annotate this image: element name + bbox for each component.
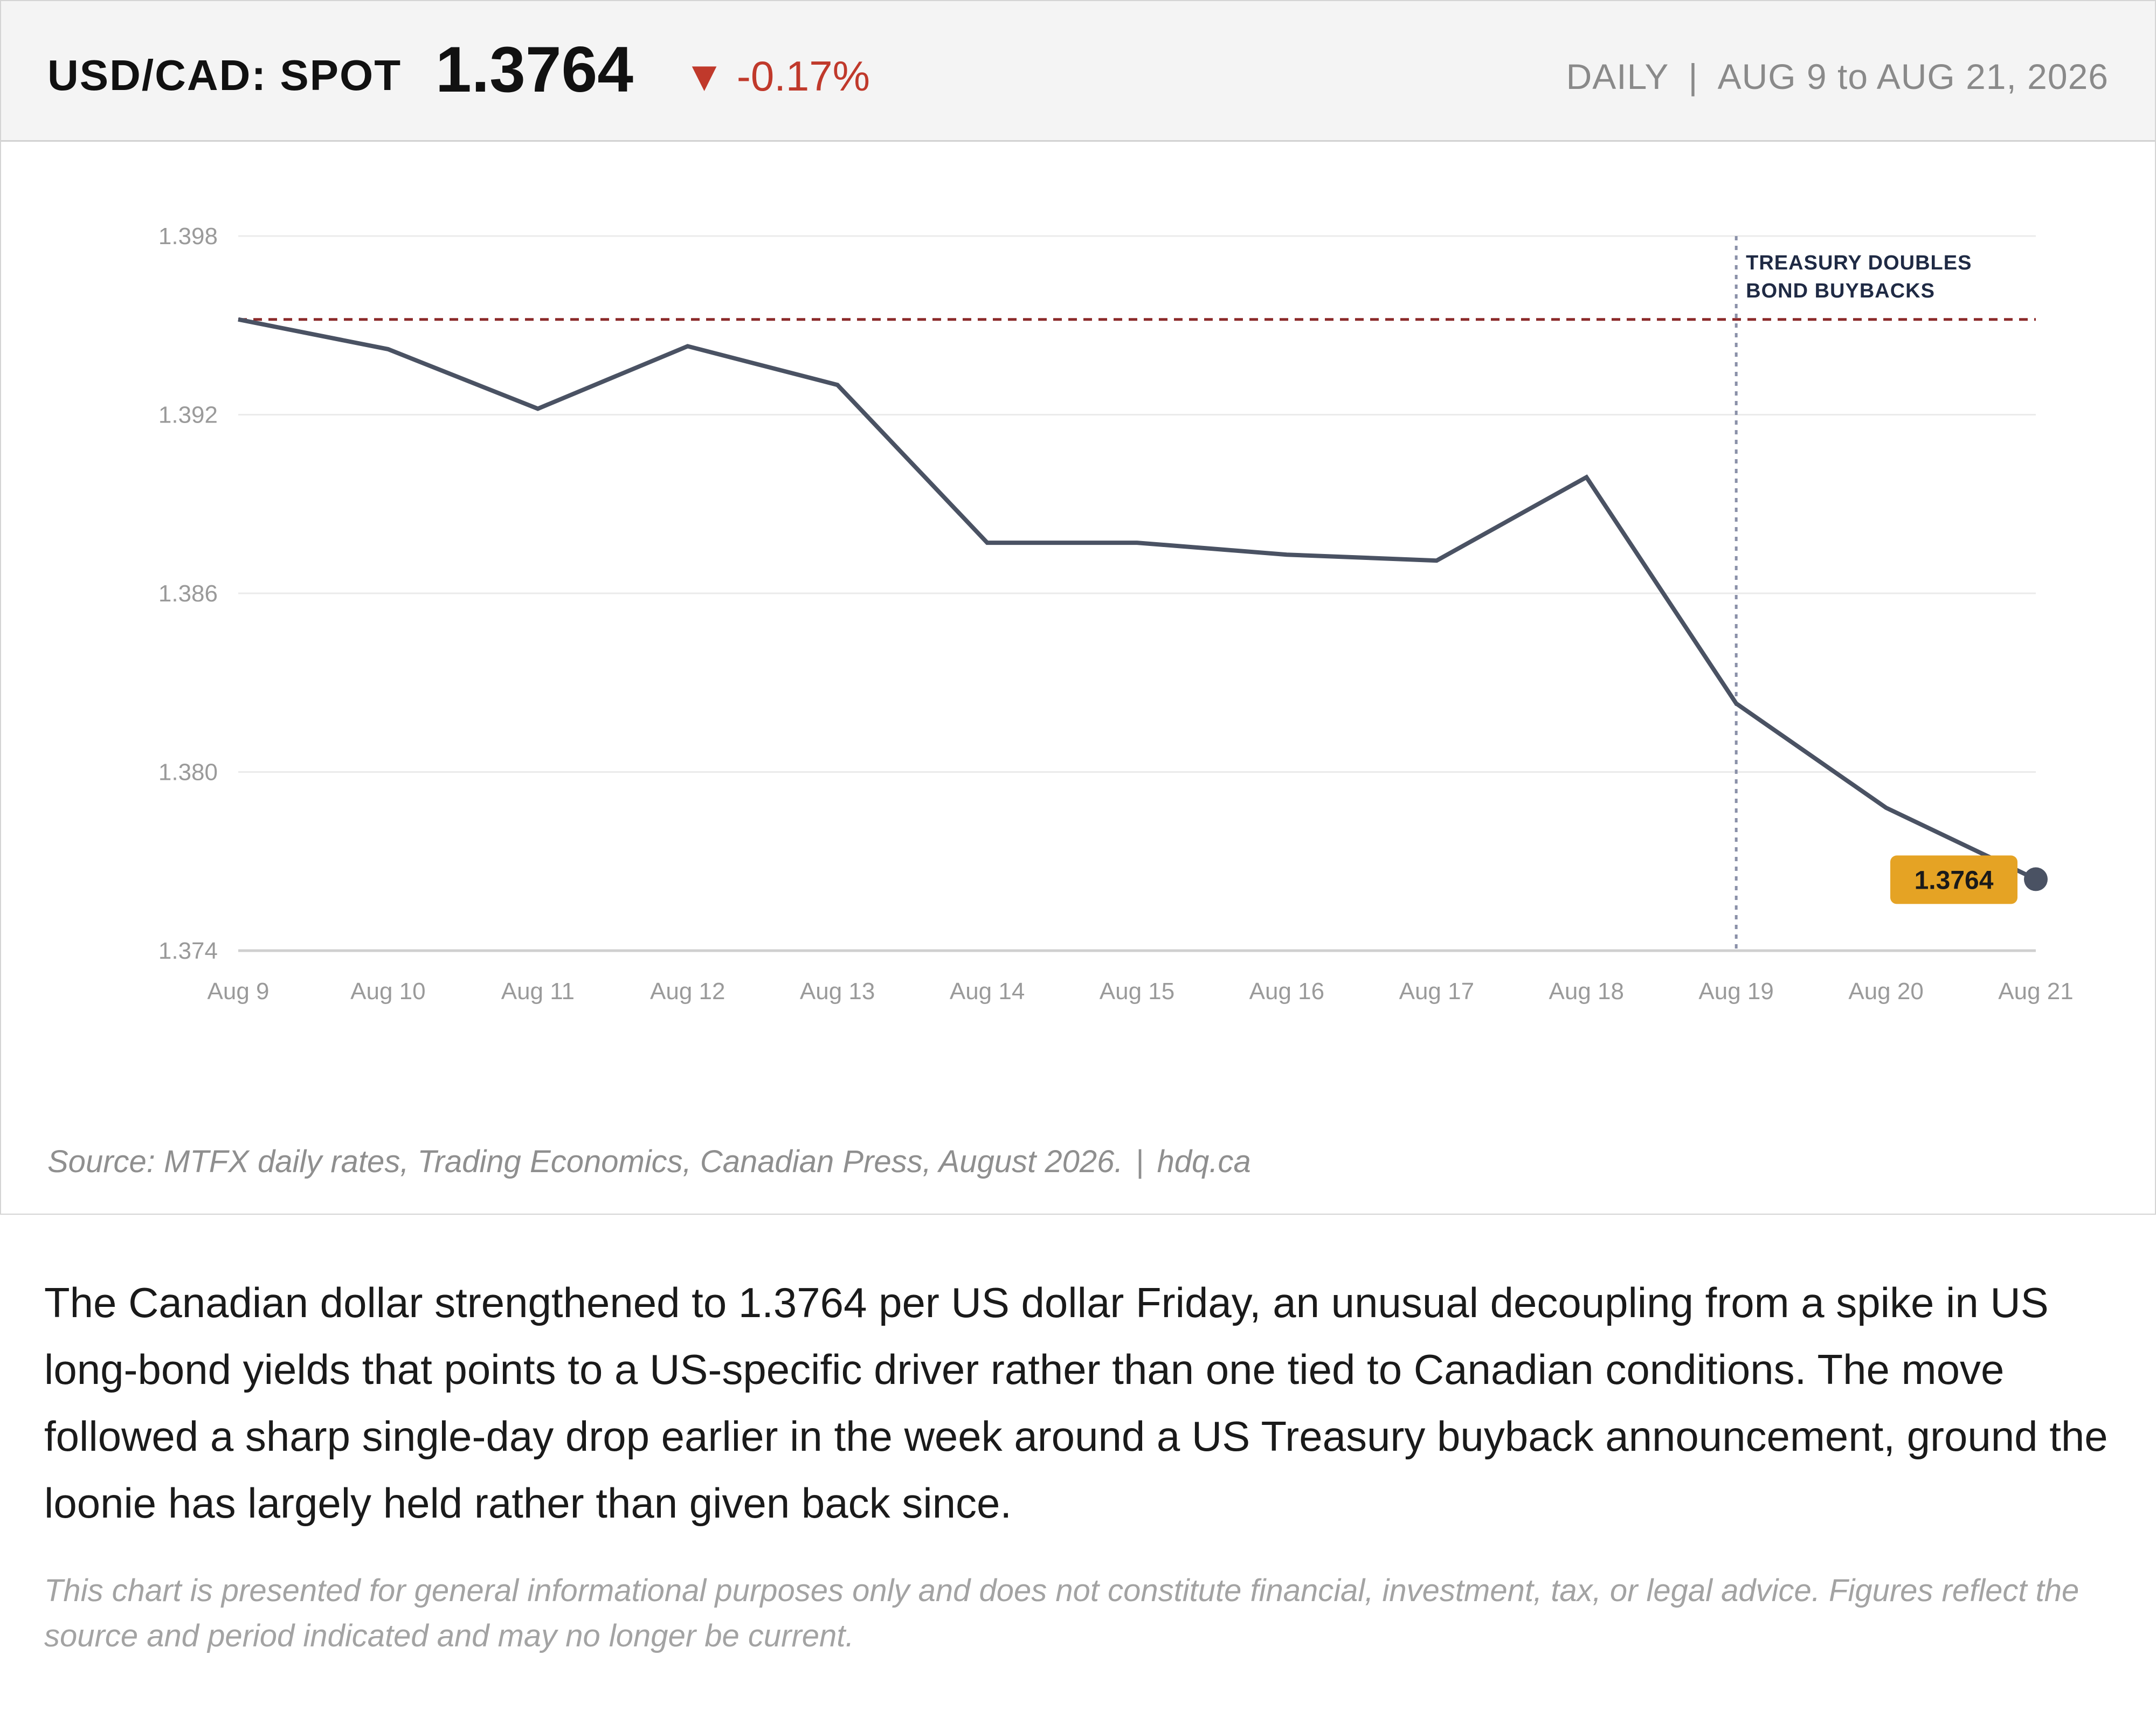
x-tick-label: Aug 18 <box>1549 978 1624 1005</box>
last-value-badge: 1.3764 <box>1890 855 2017 904</box>
grid-lines <box>238 235 2036 952</box>
last-point <box>2024 867 2048 891</box>
x-tick-label: Aug 17 <box>1399 978 1474 1005</box>
last-value-label: 1.3764 <box>1915 866 1994 895</box>
article-paragraph: The Canadian dollar strengthened to 1.37… <box>44 1279 2108 1527</box>
y-axis-ticks: 1.398 1.392 1.386 1.380 1.374 <box>158 223 218 964</box>
x-tick-label: Aug 19 <box>1698 978 1773 1005</box>
date-range: AUG 9 to AUG 21, 2026 <box>1717 57 2109 96</box>
frequency-label: DAILY <box>1566 57 1669 96</box>
y-tick-label: 1.386 <box>158 580 218 607</box>
event-label: BOND BUYBACKS <box>1746 280 1935 302</box>
y-tick-label: 1.374 <box>158 938 218 964</box>
x-tick-label: Aug 9 <box>208 978 270 1005</box>
source-note: Source: MTFX daily rates, Trading Econom… <box>47 1144 1251 1180</box>
source-separator: | <box>1136 1144 1144 1179</box>
y-tick-label: 1.380 <box>158 759 218 786</box>
event-label: TREASURY DOUBLES <box>1746 252 1972 274</box>
x-tick-label: Aug 13 <box>800 978 875 1005</box>
period-info: DAILY | AUG 9 to AUG 21, 2026 <box>1566 56 2109 97</box>
y-tick-label: 1.398 <box>158 223 218 250</box>
event-marker: TREASURY DOUBLES BOND BUYBACKS <box>1735 236 1972 951</box>
spot-rate: 1.3764 <box>436 33 634 106</box>
currency-pair-title: USD/CAD: SPOT <box>47 51 402 99</box>
x-tick-label: Aug 10 <box>350 978 425 1005</box>
x-tick-label: Aug 15 <box>1100 978 1174 1005</box>
series-points <box>2024 867 2048 891</box>
x-tick-label: Aug 16 <box>1249 978 1324 1005</box>
period-separator: | <box>1688 57 1698 96</box>
x-tick-label: Aug 21 <box>1998 978 2073 1005</box>
x-tick-label: Aug 12 <box>650 978 725 1005</box>
change-indicator: ▼ -0.17% <box>683 52 870 101</box>
x-axis-ticks: Aug 9 Aug 10 Aug 11 Aug 12 Aug 13 Aug 14 Aug 1… <box>208 978 2074 1005</box>
series-line <box>238 317 2037 882</box>
down-arrow-icon: ▼ <box>683 52 725 100</box>
badge-background <box>1890 855 2017 904</box>
chart-card: USD/CAD: SPOT 1.3764 ▼ -0.17% DAILY | AUG … <box>0 0 2156 1215</box>
x-tick-label: Aug 11 <box>501 978 575 1005</box>
source-site: hdq.ca <box>1157 1144 1251 1179</box>
source-text: Source: MTFX daily rates, Trading Econom… <box>47 1144 1123 1179</box>
disclaimer: This chart is presented for general info… <box>44 1573 2079 1653</box>
y-tick-label: 1.392 <box>158 402 218 428</box>
chart-header: USD/CAD: SPOT 1.3764 ▼ -0.17% DAILY | AUG … <box>1 1 2155 142</box>
x-tick-label: Aug 14 <box>950 978 1025 1005</box>
x-tick-label: Aug 20 <box>1848 978 1923 1005</box>
change-percent: -0.17% <box>736 52 870 100</box>
